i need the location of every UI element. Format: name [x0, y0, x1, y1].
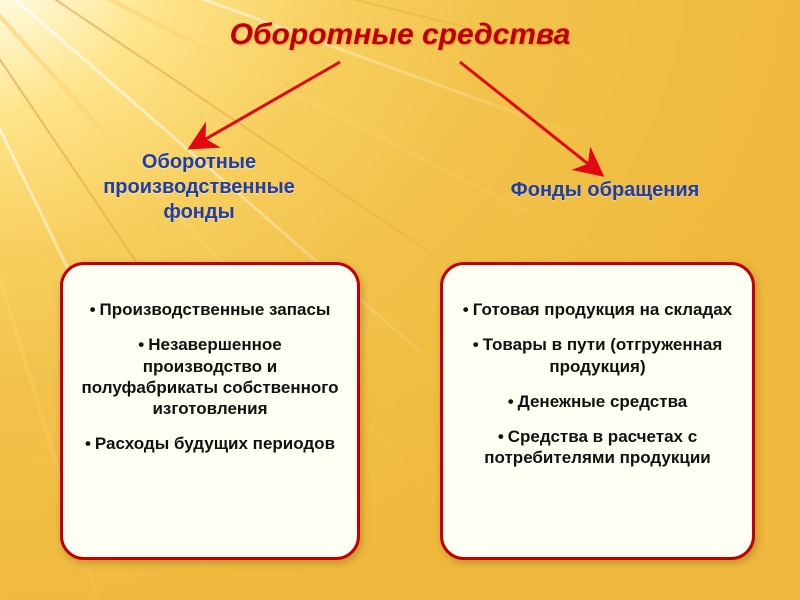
subtitle-line: фонды [64, 200, 334, 225]
card-item: Готовая продукция на складах [461, 299, 734, 320]
card-production-funds: Производственные запасы Незавершенное про… [60, 262, 360, 560]
page-title: Оборотные средства [0, 18, 800, 52]
card-item: Денежные средства [461, 391, 734, 412]
subtitle-left: Оборотныепроизводственныефонды [64, 150, 334, 225]
card-right-list: Готовая продукция на складах Товары в пут… [461, 299, 734, 469]
subtitle-line: производственные [64, 175, 334, 200]
card-left-list: Производственные запасы Незавершенное про… [81, 299, 339, 455]
subtitle-line: Оборотные [64, 150, 334, 175]
card-item: Товары в пути (отгруженная продукция) [461, 334, 734, 377]
subtitle-right: Фонды обращения [470, 178, 740, 203]
card-item: Незавершенное производство и полуфабрика… [81, 334, 339, 419]
card-circulation-funds: Готовая продукция на складах Товары в пут… [440, 262, 755, 560]
card-item: Расходы будущих периодов [81, 433, 339, 454]
subtitle-line: Фонды обращения [470, 178, 740, 203]
card-item: Средства в расчетах с потребителями прод… [461, 426, 734, 469]
card-item: Производственные запасы [81, 299, 339, 320]
